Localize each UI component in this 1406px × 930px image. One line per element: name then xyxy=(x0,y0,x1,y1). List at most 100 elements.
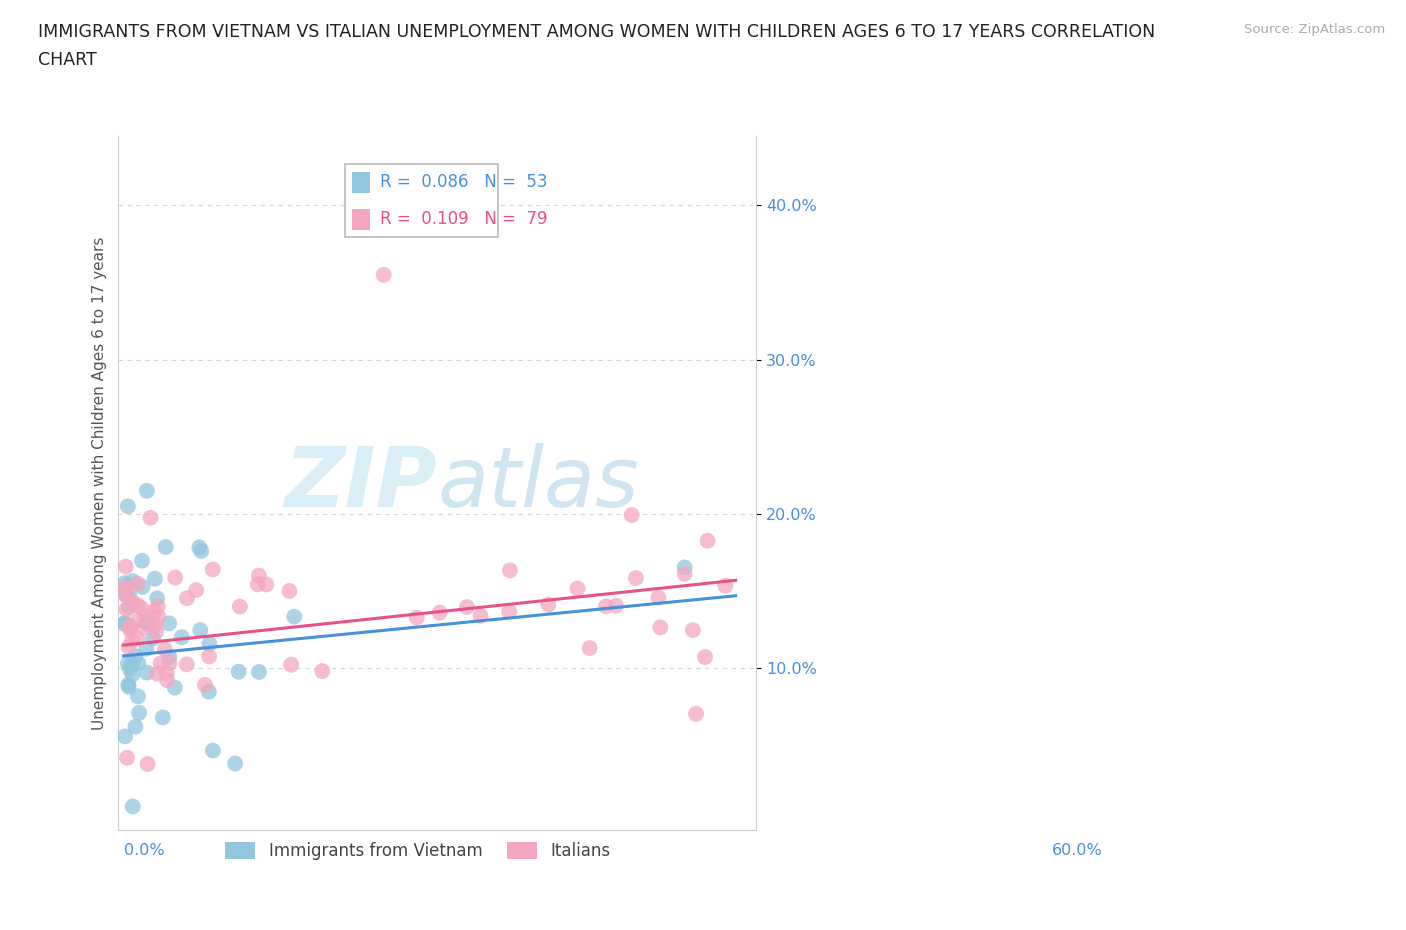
Point xyxy=(224,756,246,771)
Point xyxy=(128,705,150,720)
FancyBboxPatch shape xyxy=(344,164,498,236)
Point xyxy=(114,581,136,596)
Point xyxy=(143,604,166,618)
Point xyxy=(595,599,617,614)
Point xyxy=(156,672,179,687)
FancyBboxPatch shape xyxy=(353,209,370,230)
Point xyxy=(139,511,162,525)
Point xyxy=(131,601,153,616)
Point xyxy=(114,580,136,595)
Text: 0.0%: 0.0% xyxy=(124,843,165,857)
Text: CHART: CHART xyxy=(38,51,97,69)
Point xyxy=(186,582,208,597)
Point xyxy=(201,743,224,758)
Point xyxy=(156,666,179,681)
Point xyxy=(163,680,186,695)
Point xyxy=(127,598,149,613)
Point xyxy=(143,571,166,586)
Point xyxy=(537,597,560,612)
Point xyxy=(118,620,141,635)
Text: Source: ZipAtlas.com: Source: ZipAtlas.com xyxy=(1244,23,1385,36)
Point xyxy=(188,540,211,555)
Point xyxy=(142,631,165,646)
Point xyxy=(373,267,395,282)
Point xyxy=(118,640,141,655)
Point xyxy=(145,624,167,639)
Point xyxy=(121,574,143,589)
Point xyxy=(176,591,198,605)
Point xyxy=(578,641,600,656)
Point xyxy=(620,508,643,523)
Point xyxy=(456,600,478,615)
Point xyxy=(157,616,180,631)
Point xyxy=(605,598,627,613)
Point xyxy=(135,609,157,624)
Point xyxy=(120,618,142,633)
Point xyxy=(567,581,589,596)
Point xyxy=(152,710,174,724)
Point xyxy=(115,589,138,604)
Point xyxy=(198,649,221,664)
Point xyxy=(650,620,672,635)
Text: atlas: atlas xyxy=(437,443,638,524)
Point xyxy=(114,616,136,631)
Point xyxy=(696,533,718,548)
Point xyxy=(283,609,305,624)
Point xyxy=(127,613,149,628)
Point xyxy=(159,656,181,671)
Point xyxy=(145,618,167,632)
Point xyxy=(115,751,138,765)
Point xyxy=(114,576,136,591)
Point xyxy=(188,622,211,637)
Point xyxy=(246,577,269,591)
Point xyxy=(121,594,143,609)
Text: 60.0%: 60.0% xyxy=(1052,843,1102,857)
Point xyxy=(311,664,333,679)
Point xyxy=(136,615,159,630)
Point xyxy=(112,617,135,631)
Point xyxy=(157,649,180,664)
Point xyxy=(673,560,696,575)
Point xyxy=(118,600,141,615)
Point xyxy=(673,566,696,581)
Point xyxy=(121,632,143,647)
Text: R =  0.086   N =  53: R = 0.086 N = 53 xyxy=(380,173,547,192)
Point xyxy=(115,602,138,617)
Point xyxy=(228,664,250,679)
Point xyxy=(647,591,669,605)
Point xyxy=(429,605,451,620)
Point xyxy=(136,665,159,680)
Point xyxy=(176,657,198,671)
Point xyxy=(136,757,159,772)
Point xyxy=(127,656,149,671)
Point xyxy=(117,656,139,671)
Point xyxy=(134,620,156,635)
Point xyxy=(149,656,172,671)
Point xyxy=(146,591,169,605)
Point xyxy=(247,665,270,680)
Text: ZIP: ZIP xyxy=(284,443,437,524)
Text: R =  0.109   N =  79: R = 0.109 N = 79 xyxy=(380,210,547,228)
Point xyxy=(198,637,221,652)
Point xyxy=(624,571,647,586)
Point xyxy=(117,498,139,513)
Point xyxy=(115,587,138,602)
Point xyxy=(127,577,149,591)
Point xyxy=(201,562,224,577)
Point xyxy=(190,543,212,558)
Legend: Immigrants from Vietnam, Italians: Immigrants from Vietnam, Italians xyxy=(219,835,617,867)
Point xyxy=(155,539,177,554)
Text: IMMIGRANTS FROM VIETNAM VS ITALIAN UNEMPLOYMENT AMONG WOMEN WITH CHILDREN AGES 6: IMMIGRANTS FROM VIETNAM VS ITALIAN UNEMP… xyxy=(38,23,1156,41)
Point xyxy=(682,623,704,638)
Point xyxy=(278,583,301,598)
Point xyxy=(405,610,427,625)
Point xyxy=(118,661,141,676)
Point xyxy=(165,570,187,585)
Point xyxy=(120,622,142,637)
Point xyxy=(148,609,170,624)
Point xyxy=(124,719,146,734)
Point xyxy=(685,707,707,722)
Point xyxy=(121,799,143,814)
Point xyxy=(135,484,157,498)
Point xyxy=(499,563,522,578)
